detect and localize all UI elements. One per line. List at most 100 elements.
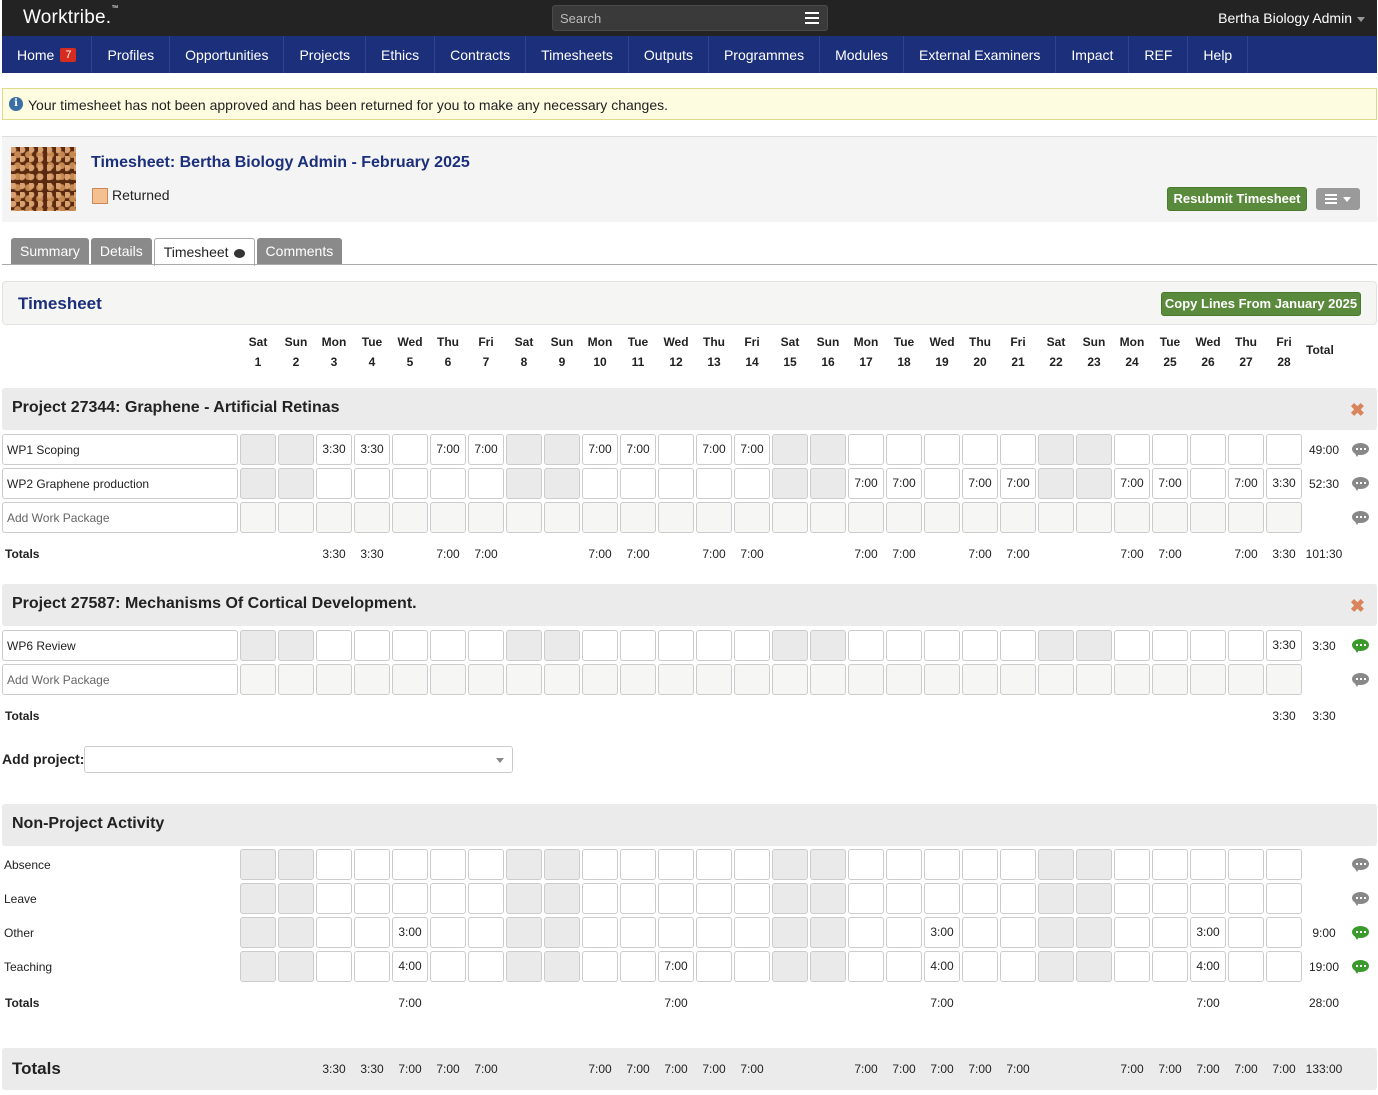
time-cell[interactable]: [1266, 502, 1302, 533]
tab-summary[interactable]: Summary: [11, 238, 89, 265]
time-cell[interactable]: [240, 883, 276, 914]
time-cell[interactable]: [354, 502, 390, 533]
time-cell[interactable]: [620, 849, 656, 880]
time-cell[interactable]: [696, 664, 732, 695]
time-cell[interactable]: [1228, 883, 1264, 914]
time-cell[interactable]: [620, 917, 656, 948]
time-cell[interactable]: [1152, 502, 1188, 533]
time-cell[interactable]: [772, 664, 808, 695]
time-cell[interactable]: [544, 849, 580, 880]
nav-item-ref[interactable]: REF: [1129, 36, 1189, 73]
time-cell[interactable]: [1076, 630, 1112, 661]
time-cell[interactable]: [772, 630, 808, 661]
time-cell[interactable]: [962, 917, 998, 948]
time-cell[interactable]: [278, 849, 314, 880]
time-cell[interactable]: [278, 468, 314, 499]
time-cell[interactable]: [848, 917, 884, 948]
time-cell[interactable]: [278, 883, 314, 914]
time-cell[interactable]: [1038, 434, 1074, 465]
time-cell[interactable]: [772, 951, 808, 982]
time-cell[interactable]: [316, 630, 352, 661]
time-cell[interactable]: [1114, 951, 1150, 982]
time-cell[interactable]: [810, 468, 846, 499]
time-cell[interactable]: [468, 664, 504, 695]
resubmit-timesheet-button[interactable]: Resubmit Timesheet: [1167, 187, 1307, 211]
time-cell[interactable]: [506, 664, 542, 695]
time-cell[interactable]: [696, 883, 732, 914]
time-cell[interactable]: [278, 434, 314, 465]
nav-item-profiles[interactable]: Profiles: [92, 36, 171, 73]
time-cell[interactable]: [1152, 917, 1188, 948]
time-cell[interactable]: [1114, 664, 1150, 695]
time-cell[interactable]: [1152, 630, 1188, 661]
time-cell[interactable]: [696, 630, 732, 661]
nav-item-outputs[interactable]: Outputs: [629, 36, 709, 73]
time-cell[interactable]: [658, 468, 694, 499]
time-cell[interactable]: [810, 917, 846, 948]
time-cell[interactable]: [1152, 664, 1188, 695]
time-cell[interactable]: [354, 917, 390, 948]
time-cell[interactable]: [1228, 664, 1264, 695]
time-cell[interactable]: [392, 468, 428, 499]
time-cell[interactable]: [1190, 664, 1226, 695]
time-cell[interactable]: [696, 917, 732, 948]
time-cell[interactable]: [392, 849, 428, 880]
time-cell[interactable]: [1152, 434, 1188, 465]
time-cell[interactable]: [1038, 883, 1074, 914]
time-cell[interactable]: [620, 664, 656, 695]
time-cell[interactable]: 7:00: [1228, 468, 1264, 499]
time-cell[interactable]: [1076, 502, 1112, 533]
time-cell[interactable]: [772, 468, 808, 499]
time-cell[interactable]: [734, 883, 770, 914]
time-cell[interactable]: 3:30: [1266, 468, 1302, 499]
time-cell[interactable]: [886, 883, 922, 914]
nav-item-ethics[interactable]: Ethics: [366, 36, 436, 73]
time-cell[interactable]: [1152, 883, 1188, 914]
time-cell[interactable]: [582, 849, 618, 880]
nav-item-modules[interactable]: Modules: [820, 36, 905, 73]
time-cell[interactable]: [316, 849, 352, 880]
time-cell[interactable]: [658, 630, 694, 661]
time-cell[interactable]: [392, 434, 428, 465]
time-cell[interactable]: [1114, 849, 1150, 880]
comment-icon[interactable]: [1352, 639, 1370, 653]
time-cell[interactable]: [772, 917, 808, 948]
nav-item-impact[interactable]: Impact: [1056, 36, 1130, 73]
time-cell[interactable]: [1038, 951, 1074, 982]
time-cell[interactable]: [506, 883, 542, 914]
time-cell[interactable]: [1266, 883, 1302, 914]
time-cell[interactable]: [544, 664, 580, 695]
time-cell[interactable]: [1038, 502, 1074, 533]
add-project-select[interactable]: [84, 746, 513, 773]
time-cell[interactable]: [962, 630, 998, 661]
time-cell[interactable]: [582, 883, 618, 914]
time-cell[interactable]: [886, 917, 922, 948]
time-cell[interactable]: 3:00: [1190, 917, 1226, 948]
time-cell[interactable]: [924, 849, 960, 880]
time-cell[interactable]: [1228, 434, 1264, 465]
time-cell[interactable]: [810, 951, 846, 982]
time-cell[interactable]: [468, 502, 504, 533]
time-cell[interactable]: 4:00: [924, 951, 960, 982]
time-cell[interactable]: [1114, 917, 1150, 948]
time-cell[interactable]: 7:00: [582, 434, 618, 465]
copy-lines-button[interactable]: Copy Lines From January 2025: [1161, 292, 1361, 316]
time-cell[interactable]: [240, 849, 276, 880]
time-cell[interactable]: [240, 664, 276, 695]
time-cell[interactable]: 7:00: [468, 434, 504, 465]
time-cell[interactable]: [886, 502, 922, 533]
comment-icon[interactable]: [1352, 443, 1370, 457]
time-cell[interactable]: [278, 630, 314, 661]
time-cell[interactable]: [962, 664, 998, 695]
nav-item-home[interactable]: Home 7: [2, 36, 93, 73]
time-cell[interactable]: [886, 434, 922, 465]
time-cell[interactable]: [886, 664, 922, 695]
time-cell[interactable]: [1266, 434, 1302, 465]
time-cell[interactable]: [316, 917, 352, 948]
time-cell[interactable]: [696, 849, 732, 880]
time-cell[interactable]: [240, 434, 276, 465]
time-cell[interactable]: [810, 883, 846, 914]
time-cell[interactable]: [1228, 502, 1264, 533]
time-cell[interactable]: [506, 468, 542, 499]
time-cell[interactable]: [1038, 917, 1074, 948]
